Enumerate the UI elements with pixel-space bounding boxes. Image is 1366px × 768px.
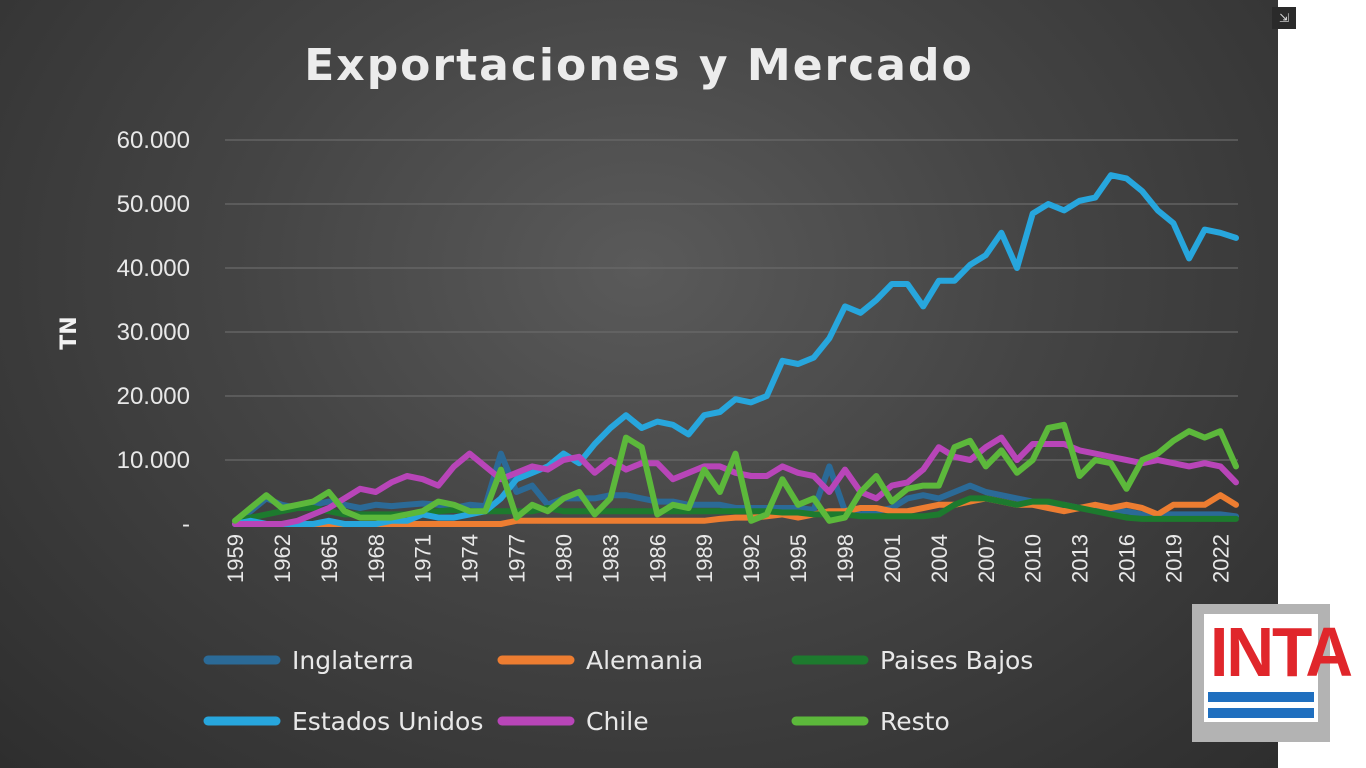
x-tick-labels: 1959 1962 1965 1968 1971 1974 1977 1980 1983 1986… bbox=[223, 534, 1233, 583]
x-tick-label: 1980 bbox=[551, 534, 576, 583]
legend-label: Inglaterra bbox=[292, 646, 414, 675]
y-tick-label: - bbox=[182, 511, 190, 538]
legend-label: Resto bbox=[880, 707, 950, 736]
chart-panel: Exportaciones y Mercado TN - 10.000 20.000… bbox=[0, 0, 1278, 768]
x-tick-label: 2019 bbox=[1161, 534, 1186, 583]
y-tick-label: 60.000 bbox=[117, 127, 190, 154]
x-tick-label: 2022 bbox=[1208, 534, 1233, 583]
x-tick-label: 2007 bbox=[974, 534, 999, 583]
x-tick-label: 2016 bbox=[1115, 534, 1140, 583]
legend: Inglaterra Alemania Paises Bajos Estados Un… bbox=[203, 646, 1033, 736]
y-axis-label: TN bbox=[57, 316, 82, 349]
collapse-arrows-icon[interactable]: ⇲ bbox=[1272, 7, 1296, 29]
x-tick-label: 2001 bbox=[880, 534, 905, 583]
y-tick-label: 50.000 bbox=[117, 191, 190, 218]
y-tick-label: 10.000 bbox=[117, 447, 190, 474]
x-tick-label: 2004 bbox=[927, 534, 952, 583]
x-tick-label: 1968 bbox=[364, 534, 389, 583]
logo-text: INTA bbox=[1210, 613, 1353, 691]
x-tick-label: 2013 bbox=[1068, 534, 1093, 583]
logo-stripe-top bbox=[1208, 692, 1314, 702]
chart: Exportaciones y Mercado TN - 10.000 20.000… bbox=[57, 40, 1239, 736]
series-lines bbox=[232, 172, 1239, 527]
x-tick-label: 1959 bbox=[223, 534, 248, 583]
x-tick-label: 1971 bbox=[411, 534, 436, 583]
legend-label: Alemania bbox=[586, 646, 703, 675]
chart-title: Exportaciones y Mercado bbox=[304, 40, 973, 91]
legend-label: Chile bbox=[586, 707, 649, 736]
y-tick-label: 40.000 bbox=[117, 255, 190, 282]
legend-label: Estados Unidos bbox=[292, 707, 483, 736]
y-tick-labels: - 10.000 20.000 30.000 40.000 50.000 60.000 bbox=[117, 127, 190, 538]
logo-stripe-bottom bbox=[1208, 708, 1314, 718]
x-tick-label: 1986 bbox=[645, 534, 670, 583]
x-tick-label: 1995 bbox=[786, 534, 811, 583]
x-tick-label: 1962 bbox=[270, 534, 295, 583]
x-tick-label: 1983 bbox=[598, 534, 623, 583]
gridlines bbox=[225, 139, 1238, 461]
x-tick-label: 1965 bbox=[317, 534, 342, 583]
series-line-alemania bbox=[232, 492, 1239, 527]
y-tick-label: 20.000 bbox=[117, 383, 190, 410]
x-tick-label: 1974 bbox=[458, 534, 483, 583]
series-line-resto bbox=[232, 421, 1239, 524]
legend-label: Paises Bajos bbox=[880, 646, 1033, 675]
y-tick-label: 30.000 bbox=[117, 319, 190, 346]
x-tick-label: 1998 bbox=[833, 534, 858, 583]
x-tick-label: 2010 bbox=[1021, 534, 1046, 583]
x-tick-label: 1992 bbox=[739, 534, 764, 583]
series-line-estados-unidos bbox=[232, 172, 1239, 527]
inta-logo: INTA bbox=[1192, 604, 1353, 742]
x-tick-label: 1989 bbox=[692, 534, 717, 583]
x-tick-label: 1977 bbox=[505, 534, 530, 583]
